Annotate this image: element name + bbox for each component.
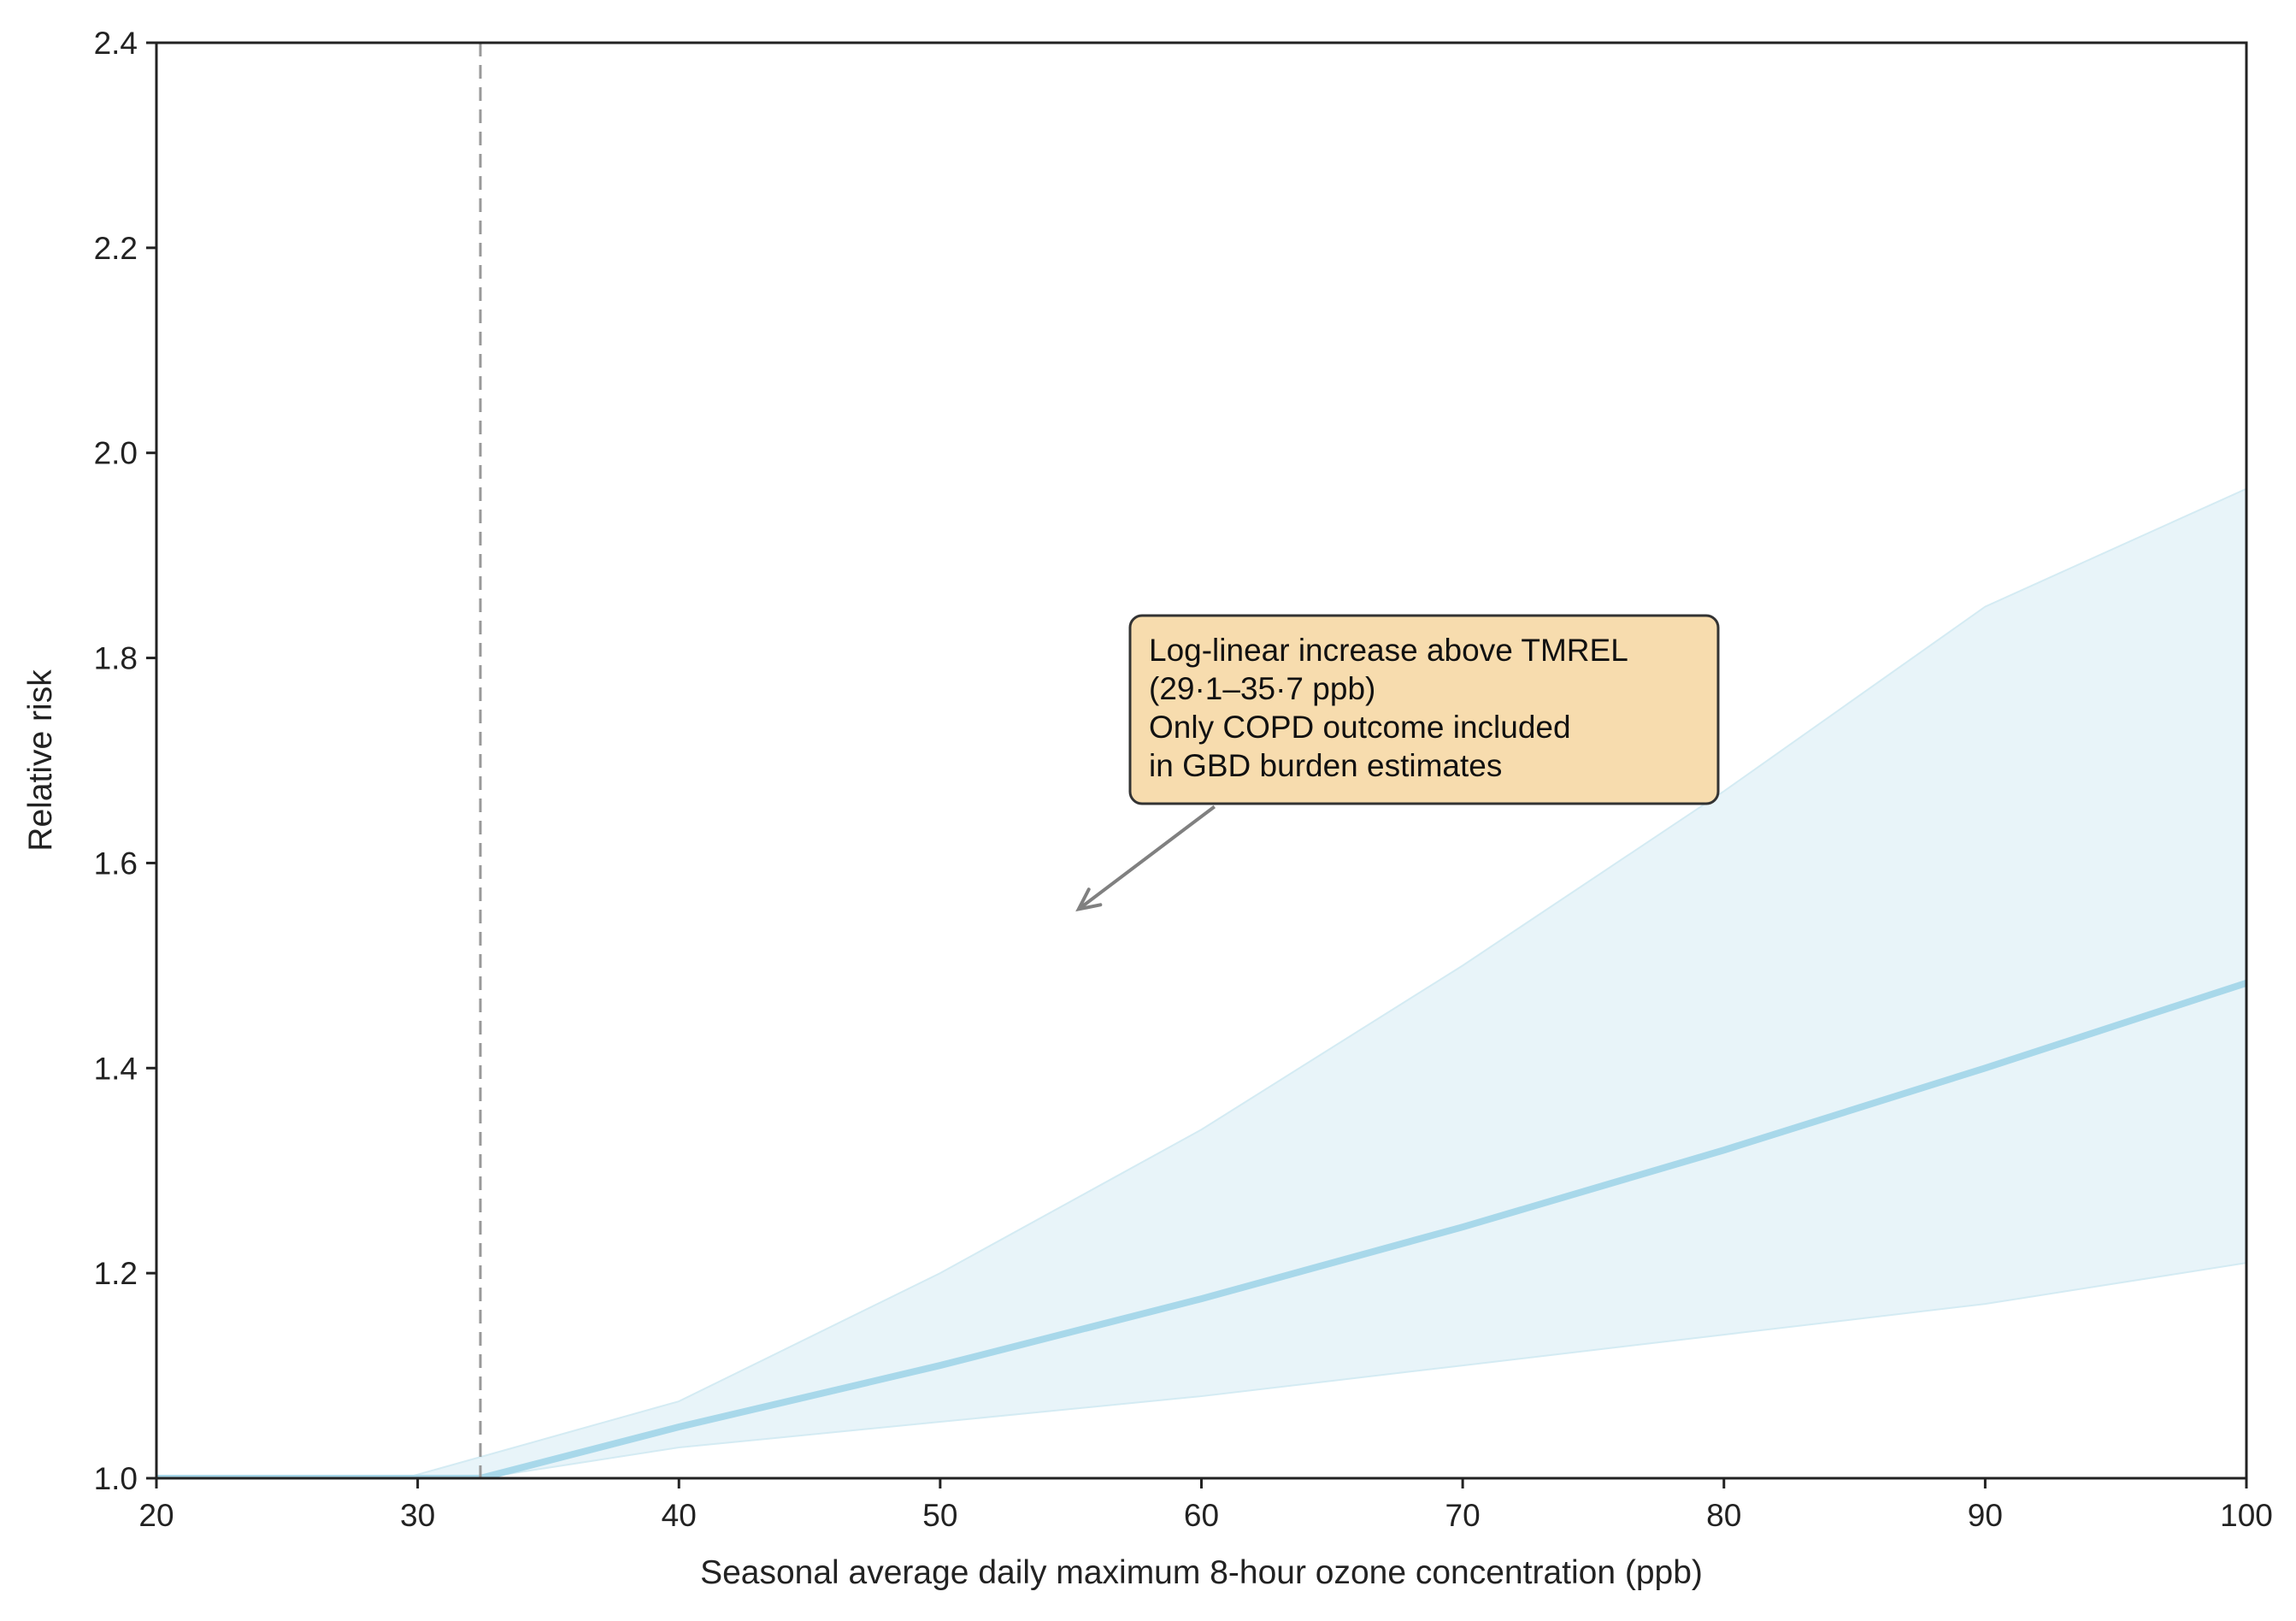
confidence-band-layer — [156, 487, 2246, 1478]
x-tick-label: 40 — [662, 1498, 697, 1533]
y-tick-label: 1.4 — [94, 1051, 138, 1086]
y-tick-label: 2.4 — [94, 26, 138, 61]
y-tick-label: 1.0 — [94, 1461, 138, 1496]
annotation-text-line: (29·1–35·7 ppb) — [1149, 671, 1375, 706]
x-tick-label: 90 — [1968, 1498, 2003, 1533]
relative-risk-line — [156, 979, 2246, 1478]
annotation-text-line: in GBD burden estimates — [1149, 748, 1502, 783]
annotation-text-line: Only COPD outcome included — [1149, 710, 1571, 745]
x-tick-label: 100 — [2220, 1498, 2273, 1533]
x-tick-label: 70 — [1445, 1498, 1481, 1533]
x-tick-label: 80 — [1706, 1498, 1741, 1533]
y-tick-label: 2.2 — [94, 231, 138, 266]
y-tick-label: 1.6 — [94, 846, 138, 881]
x-tick-label: 50 — [922, 1498, 957, 1533]
annotation: Log-linear increase above TMREL(29·1–35·… — [1075, 614, 1720, 912]
confidence-band — [156, 487, 2246, 1478]
y-axis-label: Relative risk — [22, 669, 59, 852]
y-axis-ticks: 1.0 1.2 1.4 1.6 1.8 2.0 2.2 2.4 — [94, 26, 156, 1496]
y-tick-label: 1.8 — [94, 641, 138, 676]
x-tick-label: 20 — [138, 1498, 174, 1533]
x-axis-ticks: 20 30 40 50 60 70 80 90 100 — [138, 1478, 2273, 1533]
series-line-layer — [156, 979, 2246, 1478]
y-tick-label: 1.2 — [94, 1256, 138, 1291]
annotation-box — [1128, 614, 1720, 805]
annotation-arrow — [1077, 805, 1216, 911]
x-axis-label: Seasonal average daily maximum 8-hour oz… — [700, 1554, 1703, 1591]
y-tick-label: 2.0 — [94, 436, 138, 471]
annotation-text-line: Log-linear increase above TMREL — [1149, 633, 1628, 668]
x-tick-label: 30 — [400, 1498, 435, 1533]
annotation-arrow-head — [1075, 887, 1103, 912]
x-tick-label: 60 — [1184, 1498, 1219, 1533]
